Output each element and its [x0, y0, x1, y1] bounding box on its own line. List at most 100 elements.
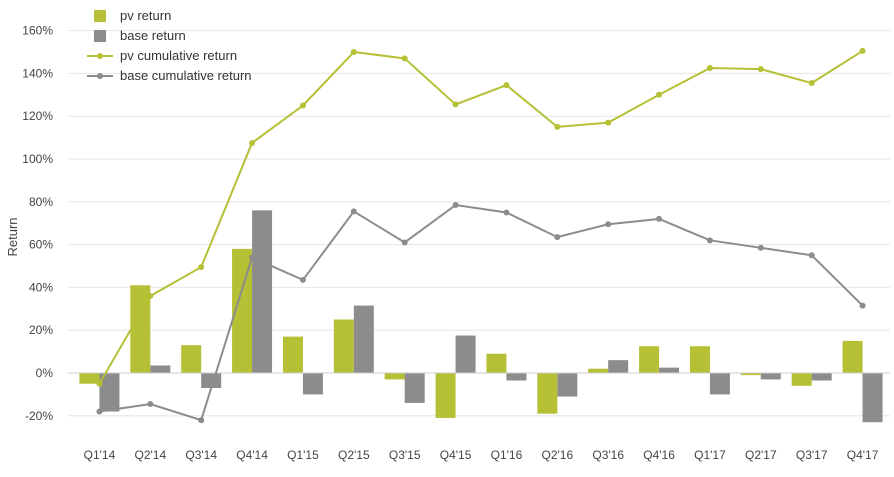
point-pv-cumulative-return	[757, 66, 764, 73]
gridlines	[68, 30, 890, 417]
bar-pv-return	[79, 373, 100, 384]
y-tick-label: 140%	[22, 66, 53, 80]
point-base-cumulative-return	[757, 244, 764, 251]
bar-pv-return	[537, 373, 558, 414]
point-base-cumulative-return	[147, 401, 154, 408]
y-tick-label: 80%	[29, 195, 53, 209]
y-tick-label: 160%	[22, 24, 53, 38]
y-tick-label: 40%	[29, 280, 53, 294]
point-base-cumulative-return	[198, 417, 205, 424]
x-tick-label: Q1'16	[491, 448, 523, 462]
point-pv-cumulative-return	[299, 102, 306, 109]
point-base-cumulative-return	[605, 221, 612, 228]
bar-pv-return	[282, 336, 303, 373]
legend-label: pv return	[120, 8, 171, 23]
y-tick-label: 120%	[22, 109, 53, 123]
point-base-cumulative-return	[350, 208, 357, 215]
bar-base-return	[302, 373, 323, 395]
point-pv-cumulative-return	[198, 264, 205, 271]
x-tick-label: Q1'14	[84, 448, 116, 462]
x-tick-label: Q3'17	[796, 448, 828, 462]
bar-pv-return	[181, 345, 202, 373]
bar-base-return	[862, 373, 883, 423]
point-pv-cumulative-return	[249, 139, 256, 146]
line-pv-cumulative-return	[98, 50, 864, 385]
bar-pv-return	[791, 373, 812, 386]
x-tick-label: Q4'15	[440, 448, 472, 462]
bar-pv-return	[435, 373, 456, 418]
point-base-cumulative-return	[249, 254, 256, 261]
legend-swatch-base-return	[94, 30, 106, 42]
bar-base-return	[557, 373, 578, 397]
y-tick-label: 0%	[36, 366, 54, 380]
bar-base-return	[709, 373, 730, 395]
bar-pv-return	[639, 346, 660, 373]
bar-pv-return	[842, 340, 863, 373]
bar-base-return	[659, 367, 680, 373]
point-base-cumulative-return	[299, 276, 306, 283]
bar-base-return	[608, 360, 629, 373]
point-pv-cumulative-return	[503, 82, 510, 89]
bar-base-return	[760, 373, 781, 380]
y-tick-label: 100%	[22, 152, 53, 166]
bar-pv-return	[486, 353, 507, 373]
bar-base-return	[455, 335, 476, 373]
bar-base-return	[201, 373, 222, 388]
x-tick-label: Q1'17	[694, 448, 726, 462]
y-tick-label: 20%	[29, 323, 53, 337]
bar-pv-return	[588, 368, 609, 373]
bar-pv-return	[384, 373, 405, 380]
bar-base-return	[99, 373, 120, 412]
point-base-cumulative-return	[808, 252, 815, 259]
y-tick-label: -20%	[25, 409, 53, 423]
point-base-cumulative-return	[554, 234, 561, 241]
bar-base-return	[506, 373, 527, 381]
legend-marker-pv-cumulative-return	[97, 53, 103, 59]
point-base-cumulative-return	[401, 239, 408, 246]
bar-base-return	[252, 210, 273, 373]
point-base-cumulative-return	[656, 215, 663, 222]
y-tick-label: 60%	[29, 238, 53, 252]
point-pv-cumulative-return	[656, 91, 663, 98]
x-tick-label: Q2'16	[541, 448, 573, 462]
point-pv-cumulative-return	[554, 123, 561, 130]
x-tick-label: Q3'14	[185, 448, 217, 462]
y-axis-label: Return	[5, 217, 20, 256]
point-pv-cumulative-return	[706, 65, 713, 72]
x-tick-label: Q2'17	[745, 448, 777, 462]
legend-marker-base-cumulative-return	[97, 73, 103, 79]
bar-pv-return	[232, 248, 253, 373]
point-base-cumulative-return	[706, 237, 713, 244]
point-pv-cumulative-return	[96, 380, 103, 387]
x-tick-label: Q2'15	[338, 448, 370, 462]
line-series	[96, 47, 866, 424]
bar-pv-return	[333, 319, 354, 373]
y-axis-ticks: -20% 0% 20% 40% 60% 80% 100% 120% 140% 160%	[22, 24, 53, 423]
x-tick-label: Q4'17	[847, 448, 879, 462]
bar-pv-return	[689, 346, 710, 373]
legend-label: base return	[120, 28, 186, 43]
x-axis-ticks: Q1'14 Q2'14 Q3'14 Q4'14 Q1'15 Q2'15 Q3'15 Q4'15…	[84, 448, 879, 462]
point-pv-cumulative-return	[452, 101, 459, 108]
x-tick-label: Q4'14	[236, 448, 268, 462]
legend-label: pv cumulative return	[120, 48, 237, 63]
legend-label: base cumulative return	[120, 68, 252, 83]
point-pv-cumulative-return	[808, 80, 815, 87]
bar-base-return	[404, 373, 425, 403]
point-base-cumulative-return	[503, 209, 510, 216]
point-pv-cumulative-return	[350, 49, 357, 55]
bar-pv-return	[130, 285, 151, 373]
line-base-cumulative-return	[99, 203, 864, 422]
legend: pv return base return pv cumulative return…	[87, 8, 252, 83]
point-base-cumulative-return	[452, 202, 459, 209]
x-tick-label: Q4'16	[643, 448, 675, 462]
point-pv-cumulative-return	[401, 55, 408, 62]
point-pv-cumulative-return	[147, 292, 154, 299]
bar-base-return	[150, 365, 171, 373]
legend-swatch-pv-return	[94, 10, 106, 22]
x-tick-label: Q3'16	[592, 448, 624, 462]
x-tick-label: Q3'15	[389, 448, 421, 462]
point-base-cumulative-return	[96, 408, 103, 415]
